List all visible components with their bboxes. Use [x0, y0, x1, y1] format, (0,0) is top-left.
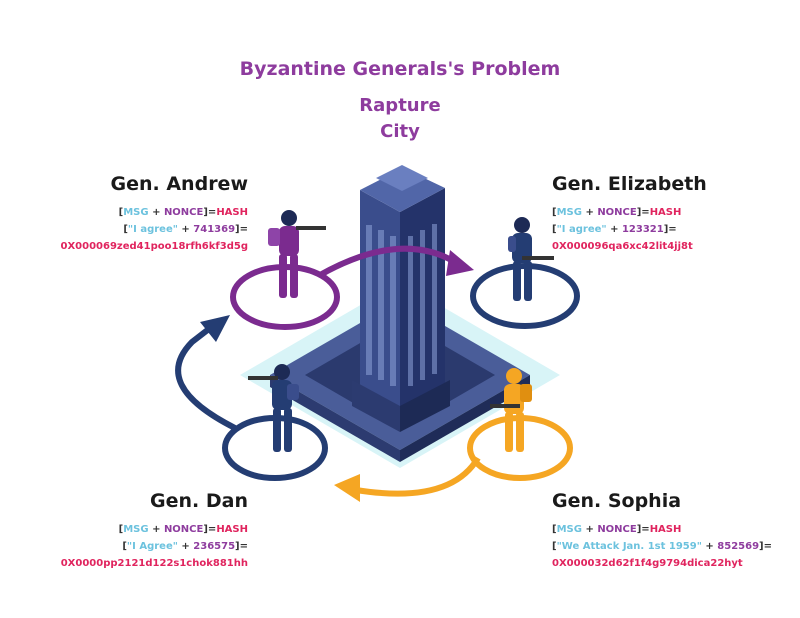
arrow-dan-to-andrew [175, 322, 237, 431]
soldier-andrew [268, 210, 326, 298]
message-value: "I agree" [127, 224, 178, 235]
values-line: ["I agree" + 741369]= [123, 224, 248, 235]
nonce-value: 236575 [193, 541, 236, 552]
hash-value: 0X000069zed41poo18rfh6kf3d5g [60, 241, 249, 252]
message-value: "I Agree" [126, 541, 178, 552]
general-dan: Gen. Dan [MSG + NONCE]=HASH ["I Agree" +… [61, 490, 248, 572]
formula-line: [MSG + NONCE]=HASH [118, 207, 248, 218]
formula-line: [MSG + NONCE]=HASH [552, 207, 682, 218]
arrow-head-sophia [334, 474, 360, 502]
tower-roof-block [376, 165, 428, 191]
tower-base [352, 380, 400, 432]
values-line: ["I Agree" + 236575]= [122, 541, 248, 552]
arrow-head-andrew [446, 250, 474, 276]
city-label-line1: Rapture [359, 95, 441, 116]
general-andrew: Gen. Andrew [MSG + NONCE]=HASH ["I agree… [61, 173, 249, 255]
hash-value: 0X000096qa6xc42lit4jj8t [552, 241, 693, 252]
nonce-value: 123321 [621, 224, 664, 235]
soldier-dan [248, 364, 299, 452]
formula-line: [MSG + NONCE]=HASH [118, 524, 248, 535]
values-line: ["We Attack Jan. 1st 1959" + 852569]= [552, 541, 772, 552]
tower-base-right [400, 380, 450, 432]
formula-line: [MSG + NONCE]=HASH [552, 524, 682, 535]
general-elizabeth: Gen. Elizabeth [MSG + NONCE]=HASH ["I ag… [552, 173, 707, 255]
arrow-head-dan [200, 315, 230, 342]
general-name: Gen. Elizabeth [552, 173, 707, 195]
tower-windows [366, 224, 437, 386]
nonce-value: 852569 [717, 541, 760, 552]
message-value: "We Attack Jan. 1st 1959" [556, 541, 702, 552]
arrow-sophia-to-dan [355, 456, 481, 497]
city-wall-front-right [400, 375, 530, 462]
soldier-elizabeth [508, 217, 554, 301]
city-label-line2: City [380, 121, 420, 142]
diagram-title: Byzantine Generals's Problem [239, 58, 561, 80]
soldier-sophia [490, 368, 532, 452]
message-value: "I agree" [556, 224, 607, 235]
values-line: ["I agree" + 123321]= [552, 224, 677, 235]
arrow-andrew-to-elizabeth [318, 245, 457, 278]
city-label: Rapture City [300, 93, 500, 145]
general-name: Gen. Sophia [552, 490, 682, 512]
general-name: Gen. Andrew [110, 173, 248, 195]
hash-value: 0X000032d62f1f4g9794dica22hyt [552, 558, 743, 569]
city-wall-front-left [270, 375, 400, 462]
hash-value: 0X0000pp2121d122s1chok881hh [60, 558, 248, 569]
general-name: Gen. Dan [150, 490, 248, 512]
general-sophia: Gen. Sophia [MSG + NONCE]=HASH ["We Atta… [552, 490, 772, 572]
nonce-value: 741369 [193, 224, 236, 235]
